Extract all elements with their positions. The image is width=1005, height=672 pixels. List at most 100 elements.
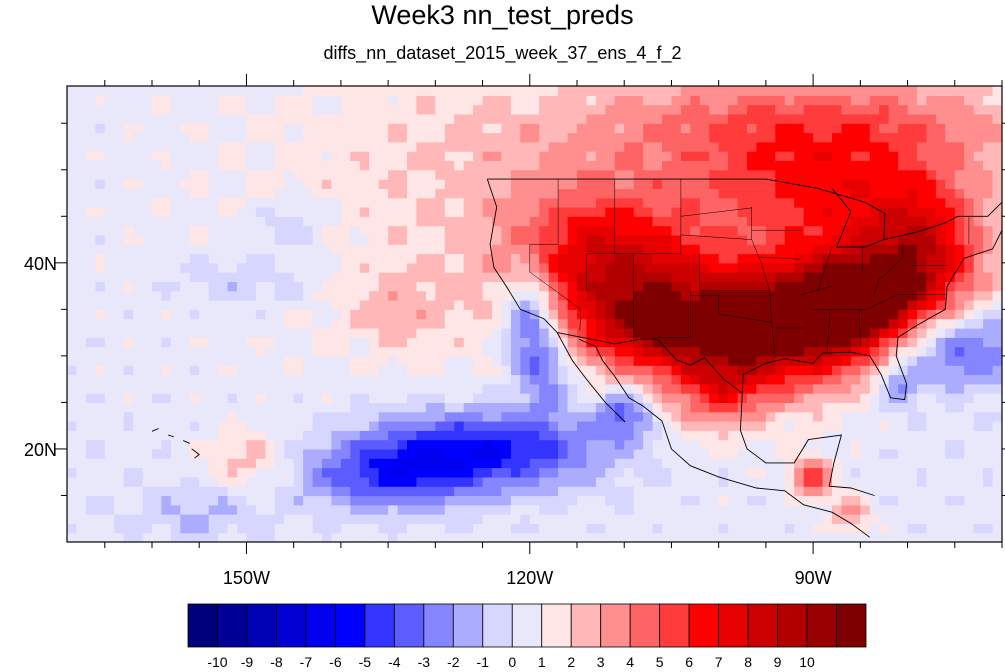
- field-cell: [567, 411, 578, 422]
- field-cell: [435, 365, 446, 376]
- field-cell: [425, 225, 436, 236]
- field-cell: [633, 95, 644, 106]
- field-cell: [397, 104, 408, 115]
- field-cell: [170, 272, 181, 282]
- field-cell: [898, 374, 909, 385]
- field-cell: [567, 430, 578, 441]
- field-cell: [199, 523, 210, 534]
- field-cell: [407, 169, 417, 180]
- field-cell: [161, 402, 172, 413]
- field-cell: [794, 467, 805, 478]
- field-cell: [473, 123, 484, 134]
- field-cell: [917, 523, 927, 534]
- field-cell: [794, 383, 805, 394]
- field-cell: [142, 104, 153, 115]
- field-cell: [473, 476, 484, 487]
- field-cell: [548, 169, 559, 180]
- field-cell: [463, 402, 474, 413]
- field-cell: [218, 402, 229, 413]
- field-cell: [964, 532, 975, 542]
- field-cell: [775, 318, 786, 329]
- field-cell: [142, 476, 153, 487]
- field-cell: [567, 523, 578, 534]
- field-cell: [756, 262, 767, 273]
- field-cell: [284, 113, 295, 124]
- field-cell: [690, 104, 701, 115]
- field-cell: [983, 272, 994, 282]
- field-cell: [237, 169, 247, 180]
- field-cell: [794, 253, 805, 264]
- field-cell: [142, 504, 153, 515]
- field-cell: [992, 141, 1002, 152]
- field-cell: [775, 383, 786, 394]
- field-cell: [152, 430, 162, 441]
- field-cell: [567, 476, 578, 487]
- field-cell: [888, 476, 899, 487]
- field-cell: [114, 95, 125, 106]
- field-cell: [898, 421, 909, 431]
- field-cell: [237, 272, 247, 282]
- field-cell: [67, 365, 77, 376]
- field-cell: [104, 160, 115, 171]
- field-cell: [397, 95, 408, 106]
- field-cell: [662, 281, 672, 292]
- field-cell: [312, 160, 323, 171]
- field-cell: [614, 328, 625, 338]
- field-cell: [482, 281, 493, 292]
- map-title: Week3 nn_test_preds: [371, 0, 634, 30]
- field-cell: [652, 234, 663, 245]
- field-cell: [378, 86, 389, 96]
- field-cell: [803, 132, 814, 143]
- field-cell: [444, 430, 455, 441]
- field-cell: [208, 504, 219, 515]
- field-cell: [265, 374, 276, 385]
- field-cell: [293, 300, 304, 310]
- field-cell: [67, 123, 77, 134]
- field-cell: [973, 86, 984, 96]
- field-cell: [765, 504, 776, 515]
- field-cell: [293, 467, 304, 478]
- field-cell: [189, 448, 200, 459]
- field-cell: [492, 188, 502, 199]
- field-cell: [888, 290, 899, 301]
- field-cell: [860, 486, 871, 497]
- field-cell: [784, 532, 795, 542]
- field-cell: [454, 495, 465, 506]
- field-cell: [633, 141, 644, 152]
- field-cell: [699, 355, 710, 366]
- field-cell: [123, 281, 134, 292]
- field-cell: [284, 337, 295, 348]
- field-cell: [104, 141, 115, 152]
- field-cell: [690, 374, 701, 385]
- field-cell: [577, 411, 587, 422]
- field-cell: [709, 281, 720, 292]
- field-cell: [284, 448, 295, 459]
- field-cell: [662, 300, 672, 310]
- field-cell: [170, 309, 181, 320]
- field-cell: [67, 141, 77, 152]
- field-cell: [170, 188, 181, 199]
- field-cell: [350, 393, 361, 403]
- field-cell: [709, 86, 720, 96]
- field-cell: [340, 374, 351, 385]
- field-cell: [114, 467, 125, 478]
- field-cell: [577, 495, 587, 506]
- field-cell: [869, 309, 880, 320]
- field-cell: [794, 374, 805, 385]
- field-cell: [492, 253, 502, 264]
- field-cell: [255, 151, 266, 161]
- field-cell: [407, 430, 417, 441]
- field-cell: [548, 132, 559, 143]
- field-cell: [76, 476, 87, 487]
- field-cell: [331, 86, 342, 96]
- field-cell: [227, 365, 238, 376]
- field-cell: [284, 476, 295, 487]
- field-cell: [76, 411, 87, 422]
- field-cell: [369, 225, 380, 236]
- field-cell: [435, 383, 446, 394]
- field-cell: [104, 95, 115, 106]
- field-cell: [67, 532, 77, 542]
- field-cell: [218, 448, 229, 459]
- field-cell: [435, 123, 446, 134]
- field-cell: [189, 300, 200, 310]
